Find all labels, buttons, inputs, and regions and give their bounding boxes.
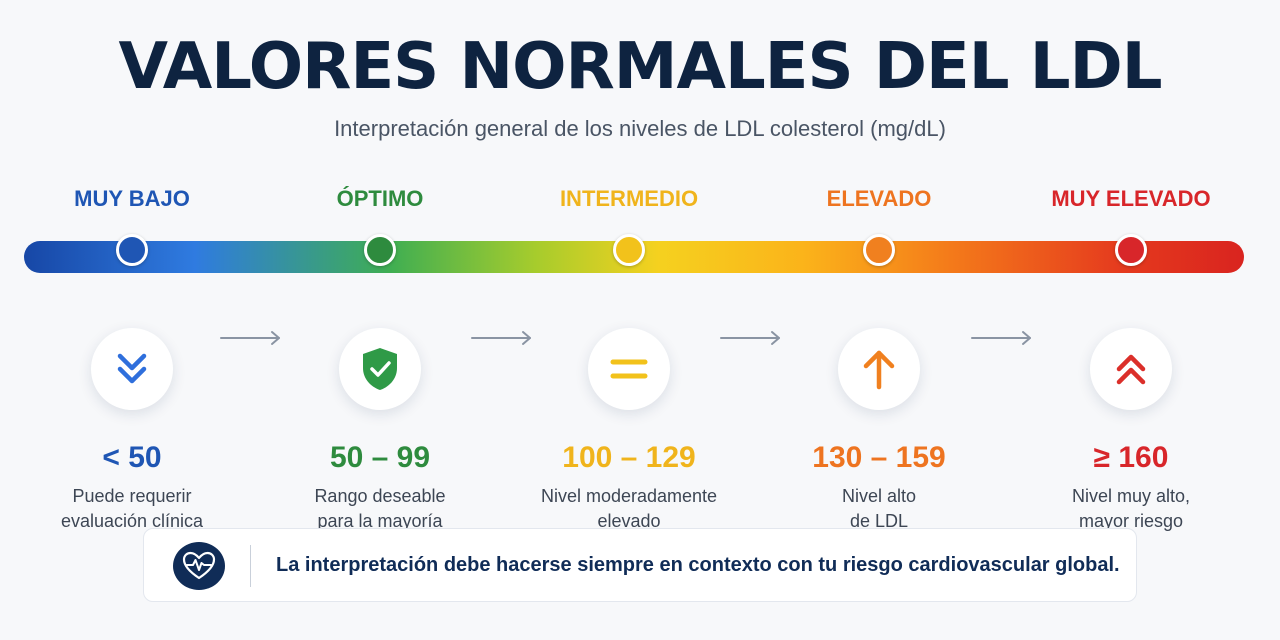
page-subtitle: Interpretación general de los niveles de… xyxy=(334,116,946,141)
level-description: Rango deseable para la mayoría xyxy=(314,484,445,534)
level-description: Puede requerir evaluación clínica xyxy=(61,484,203,534)
arrow-up-icon xyxy=(838,328,920,410)
level-range: < 50 xyxy=(102,441,162,474)
heart-pulse-icon xyxy=(173,542,225,590)
level-description: Nivel alto de LDL xyxy=(842,484,916,534)
level-label: MUY ELEVADO xyxy=(1051,186,1211,211)
level-description-line: mayor riesgo xyxy=(1078,511,1184,531)
info-note: La interpretación debe hacerse siempre e… xyxy=(143,528,1137,602)
level-intermedio: INTERMEDIO 100 – 129 Nivel moderadamente… xyxy=(509,180,749,534)
level-label: MUY BAJO xyxy=(74,186,190,211)
scale-marker-intermedio xyxy=(613,234,645,266)
level-label: ÓPTIMO xyxy=(336,186,424,211)
arrow-right-icon xyxy=(471,331,531,345)
level-elevado: ELEVADO 130 – 159 Nivel alto de LDL xyxy=(759,180,999,534)
double-chevron-up-icon xyxy=(1090,328,1172,410)
note-divider xyxy=(250,545,251,587)
level-description-line: elevado xyxy=(597,511,661,531)
arrow-right-icon xyxy=(220,331,280,345)
level-range: 130 – 159 xyxy=(812,441,946,474)
level-label: INTERMEDIO xyxy=(559,186,699,211)
scale-marker-elevado xyxy=(863,234,895,266)
page-title: VALORES NORMALES DEL LDL xyxy=(118,30,1163,104)
level-range: ≥ 160 xyxy=(1093,441,1169,474)
level-muy-elevado: MUY ELEVADO ≥ 160 Nivel muy alto, mayor … xyxy=(1011,180,1251,534)
note-text: La interpretación debe hacerse siempre e… xyxy=(276,554,1120,576)
scale-marker-muy-elevado xyxy=(1115,234,1147,266)
level-description-line: Puede requerir xyxy=(72,486,192,506)
double-chevron-down-icon xyxy=(91,328,173,410)
level-range: 100 – 129 xyxy=(562,441,696,474)
level-description: Nivel moderadamente elevado xyxy=(541,484,717,534)
arrow-right-icon xyxy=(720,331,780,345)
level-description-line: de LDL xyxy=(849,511,909,531)
level-description-line: para la mayoría xyxy=(317,511,443,531)
level-label: ELEVADO xyxy=(826,186,932,211)
level-description-line: Nivel muy alto, xyxy=(1071,486,1191,506)
scale-marker-optimo xyxy=(364,234,396,266)
shield-check-icon xyxy=(339,328,421,410)
arrow-right-icon xyxy=(971,331,1031,345)
level-muy-bajo: MUY BAJO < 50 Puede requerir evaluación … xyxy=(12,180,252,534)
level-description: Nivel muy alto, mayor riesgo xyxy=(1072,484,1190,534)
level-optimo: ÓPTIMO 50 – 99 Rango deseable para la ma… xyxy=(260,180,500,534)
equals-icon xyxy=(588,328,670,410)
level-description-line: Rango deseable xyxy=(314,486,446,506)
level-range: 50 – 99 xyxy=(329,441,431,474)
level-description-line: Nivel alto xyxy=(841,486,917,506)
scale-marker-muy-bajo xyxy=(116,234,148,266)
level-description-line: evaluación clínica xyxy=(60,511,204,531)
level-description-line: Nivel moderadamente xyxy=(540,486,718,506)
